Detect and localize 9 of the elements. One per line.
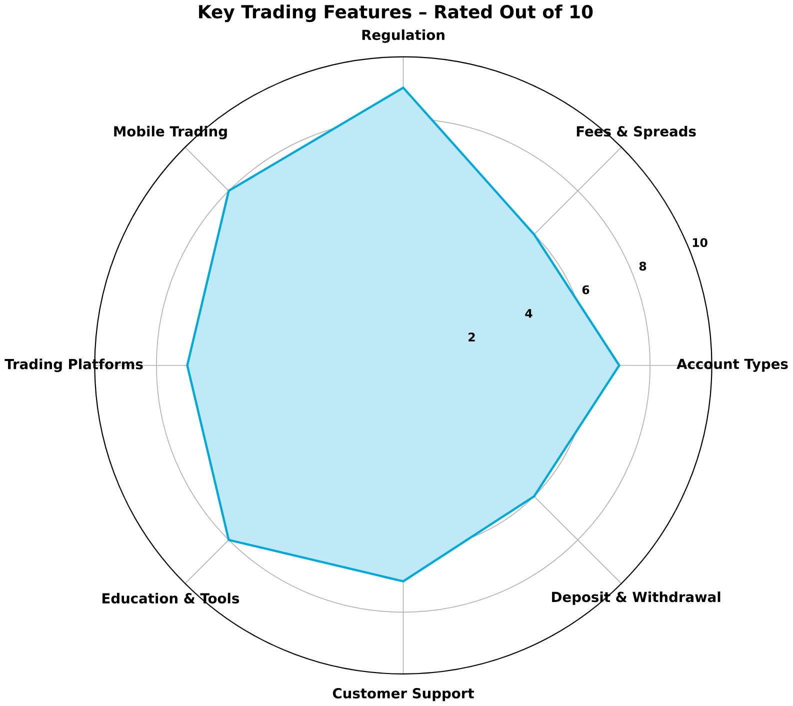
y-tick-label: 4 bbox=[525, 309, 532, 318]
y-tick-label: 10 bbox=[692, 238, 708, 248]
spoke-label: Customer Support bbox=[332, 688, 474, 702]
spoke-label: Regulation bbox=[362, 29, 444, 43]
spoke-label: Education & Tools bbox=[102, 592, 240, 604]
chart-title: Key Trading Features – Rated Out of 10 bbox=[199, 4, 593, 22]
y-tick-label: 2 bbox=[468, 332, 475, 342]
y-tick-label: 6 bbox=[582, 285, 590, 294]
y-tick-label: 8 bbox=[639, 262, 646, 271]
